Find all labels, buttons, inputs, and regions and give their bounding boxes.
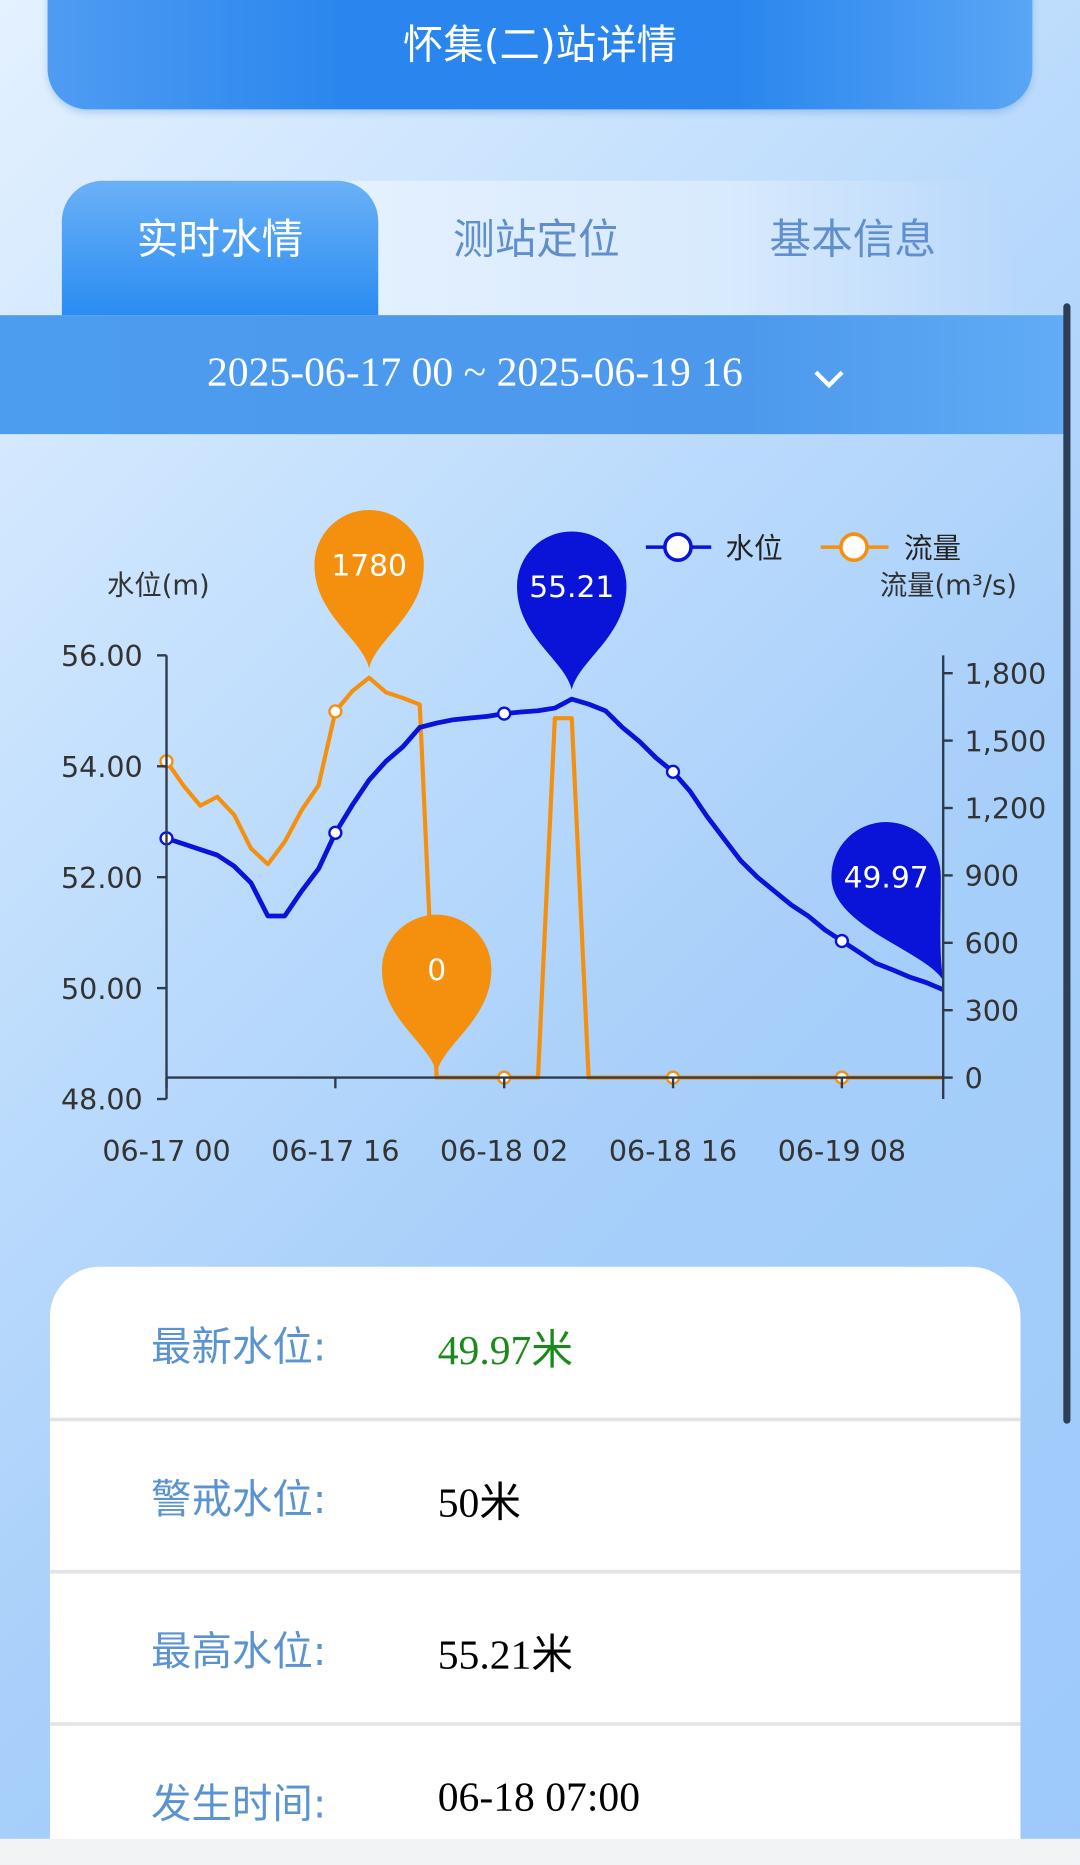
legend-item-level[interactable]: 水位 bbox=[645, 532, 783, 565]
x-tick-label: 06-17 16 bbox=[271, 1135, 399, 1168]
info-row-warning-level: 警戒水位: 50米 bbox=[49, 1419, 1021, 1574]
date-range-text: 2025-06-17 00 ~ 2025-06-19 16 bbox=[206, 348, 743, 395]
y-tick-label: 54.00 bbox=[61, 751, 143, 784]
y2-tick-label: 600 bbox=[965, 928, 1019, 961]
data-point-level bbox=[328, 825, 343, 840]
pin-label: 0 bbox=[427, 953, 446, 988]
y-tick-label: 56.00 bbox=[61, 640, 143, 673]
info-value: 55.21米 bbox=[437, 1631, 574, 1679]
water-level-chart: 1780 0 55.21 49.97 56.00 54.00 52.00 50.00 48.0… bbox=[61, 509, 1047, 1168]
y2-tick-label: 1,200 bbox=[965, 793, 1047, 826]
pin-label: 1780 bbox=[331, 548, 407, 583]
info-row-latest-level: 最新水位: 49.97米 bbox=[49, 1267, 1021, 1422]
legend-label-level: 水位 bbox=[726, 532, 783, 565]
info-label: 最高水位: bbox=[151, 1628, 327, 1676]
y-tick-label: 52.00 bbox=[61, 862, 143, 895]
info-row-occurrence-time: 发生时间: 06-18 07:00 bbox=[50, 1723, 1021, 1865]
marker-pin: 1780 bbox=[314, 509, 424, 669]
x-tick-label: 06-17 00 bbox=[102, 1135, 230, 1168]
title-bar: 怀集(二)站详情 bbox=[47, 0, 1033, 110]
data-point-level bbox=[834, 933, 850, 949]
bottom-bar bbox=[0, 1838, 1080, 1865]
y-tick-label: 50.00 bbox=[61, 973, 143, 1006]
data-point-level bbox=[665, 764, 681, 779]
legend[interactable]: 水位 流量 bbox=[645, 532, 961, 565]
info-label: 警戒水位: bbox=[151, 1476, 327, 1524]
info-label: 发生时间: bbox=[151, 1780, 327, 1829]
legend-marker-flow bbox=[839, 532, 869, 562]
legend-marker-level bbox=[663, 532, 693, 562]
tab-basic-info[interactable]: 基本信息 bbox=[769, 216, 937, 265]
y2-tick-label: 1,500 bbox=[965, 725, 1047, 758]
info-card: 最新水位: 49.97米 警戒水位: 50米 最高水位: 55.21米 发生时间: 06… bbox=[49, 1266, 1021, 1865]
pin-shape bbox=[831, 822, 944, 981]
page-title: 怀集(二)站详情 bbox=[402, 21, 678, 69]
x-tick-label: 06-18 16 bbox=[609, 1135, 737, 1168]
legend-label-flow: 流量 bbox=[904, 532, 961, 565]
pin-shape bbox=[517, 531, 627, 690]
y-axis-label: 水位(m) bbox=[107, 571, 210, 602]
y2-axis-label: 流量(m³/s) bbox=[880, 571, 1017, 602]
scrollbar[interactable] bbox=[1063, 303, 1071, 1424]
legend-item-flow[interactable]: 流量 bbox=[820, 532, 961, 565]
marker-pin: 0 bbox=[381, 914, 492, 1073]
y-tick-label: 48.00 bbox=[61, 1084, 143, 1117]
info-value: 49.97米 bbox=[437, 1327, 574, 1374]
pin-label: 49.97 bbox=[844, 860, 929, 895]
y2-tick-label: 1,800 bbox=[965, 658, 1047, 691]
info-value: 06-18 07:00 bbox=[437, 1773, 641, 1820]
date-range-selector[interactable]: 2025-06-17 00 ~ 2025-06-19 16 bbox=[0, 315, 1065, 435]
tab-location[interactable]: 测站定位 bbox=[453, 216, 620, 265]
x-tick-label: 06-19 08 bbox=[778, 1135, 906, 1168]
series-line-level bbox=[165, 696, 945, 992]
marker-pin: 55.21 bbox=[517, 531, 627, 690]
tab-realtime[interactable]: 实时水情 bbox=[61, 180, 379, 316]
pin-shape bbox=[381, 914, 492, 1073]
data-point-flow bbox=[328, 704, 343, 719]
y2-tick-label: 0 bbox=[965, 1062, 983, 1095]
pin-shape bbox=[314, 509, 424, 669]
marker-pin: 49.97 bbox=[831, 822, 944, 981]
series-line-flow bbox=[164, 675, 944, 1080]
x-tick-label: 06-18 02 bbox=[440, 1135, 568, 1168]
pin-label: 55.21 bbox=[529, 570, 614, 605]
y2-tick-label: 900 bbox=[965, 860, 1019, 893]
y2-tick-label: 300 bbox=[965, 995, 1019, 1028]
tab-bar: 实时水情 测站定位 基本信息 bbox=[61, 180, 1011, 316]
info-label: 最新水位: bbox=[151, 1323, 327, 1372]
chevron-down-icon[interactable] bbox=[812, 368, 848, 392]
info-value: 50米 bbox=[437, 1479, 521, 1527]
info-row-max-level: 最高水位: 55.21米 bbox=[49, 1571, 1021, 1726]
data-point-level bbox=[497, 706, 512, 721]
